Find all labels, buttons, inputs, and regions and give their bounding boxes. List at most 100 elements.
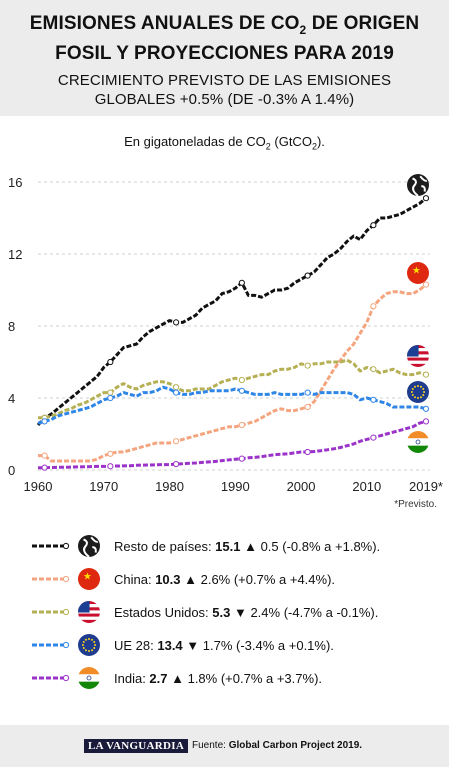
data-point: [370, 434, 377, 441]
data-point: [107, 389, 114, 396]
legend-text: UE 28: 13.4 ▼ 1.7% (-3.4% a +0.1%).: [114, 638, 334, 653]
source-value: Global Carbon Project 2019.: [228, 740, 363, 751]
legend-point: [62, 575, 70, 583]
india-flag-icon: [407, 431, 429, 453]
data-point: [370, 396, 377, 403]
legend-swatch: ★: [32, 568, 100, 590]
flag-star: [94, 644, 97, 646]
flag-star: [422, 387, 425, 390]
subtitle-line-1: CRECIMIENTO PREVISTO DE LAS EMISIONES: [57, 71, 392, 89]
series-line-usa-flag: [38, 358, 427, 420]
stripe: [407, 360, 429, 364]
data-point: [238, 455, 245, 462]
units-part: (GtCO: [270, 134, 312, 149]
legend-point: [62, 542, 70, 550]
chakra: [86, 675, 92, 681]
legend-text: Resto de países: 15.1 ▲ 0.5 (-0.8% a +1.…: [114, 539, 380, 554]
legend-text: India: 2.7 ▲ 1.8% (+0.7% a +3.7%).: [114, 671, 322, 686]
data-point: [173, 384, 180, 391]
series-line-india-flag: [37, 419, 427, 470]
flag-star: [420, 396, 423, 399]
data-point: [238, 387, 245, 394]
title-part: EMISIONES ANUALES DE CO: [29, 13, 300, 34]
globe-icon: [78, 535, 100, 558]
flag-bands: [407, 431, 429, 453]
flag-star: [84, 638, 87, 641]
y-tick-label: 0: [8, 463, 15, 478]
data-point: [107, 358, 114, 366]
flag-star: [84, 649, 87, 652]
legend: Resto de países: 15.1 ▲ 0.5 (-0.8% a +1.…: [30, 530, 440, 695]
flag-star: [417, 384, 419, 387]
flag-star: [93, 647, 96, 650]
legend-value: 10.3: [155, 572, 181, 587]
legend-swatch: [32, 601, 100, 623]
usa-flag-icon: [78, 601, 100, 623]
legend-item: ★ China: 10.3 ▲ 2.6% (+0.7% a +4.4%).: [30, 563, 440, 596]
band: [78, 681, 100, 689]
units-sub: 2: [311, 141, 317, 152]
flag-star: [420, 385, 423, 388]
data-point: [107, 463, 114, 470]
flag-star: [423, 391, 426, 393]
flag-star: [422, 394, 425, 397]
source-label: Fuente:: [192, 740, 226, 751]
data-point: [422, 405, 430, 412]
data-point: [304, 403, 311, 411]
flag-star: [417, 397, 419, 400]
legend-arrow: ▲: [180, 572, 201, 587]
units-part: ).: [316, 134, 325, 149]
legend-item: Resto de países: 15.1 ▲ 0.5 (-0.8% a +1.…: [30, 530, 440, 563]
flag-star: [88, 637, 90, 640]
subtitle-line-2: GLOBALES +0.5% (DE -0.3% A 1.4%): [94, 90, 355, 108]
legend-swatch: [32, 535, 100, 558]
globe-lines: [412, 175, 428, 197]
flag-star: [413, 396, 416, 399]
source-note: Fuente: Global Carbon Project 2019.: [192, 740, 362, 751]
line-chart: 0 4 8 12 16 1960 1970 1980 1990 2000 2010 2019* *Pre…: [8, 174, 443, 510]
flag-star: [82, 640, 85, 643]
legend-value: 13.4: [157, 638, 183, 653]
x-tick-label: 2019*: [409, 479, 443, 494]
x-tick-label: 1980: [155, 479, 184, 494]
legend-point: [62, 641, 70, 649]
data-point: [238, 421, 245, 429]
x-tick-label: 1970: [89, 479, 118, 494]
title-part: DE ORIGEN: [306, 13, 420, 34]
band: [407, 431, 429, 439]
data-point: [41, 464, 48, 471]
legend-label: UE 28:: [114, 638, 158, 653]
legend-item: UE 28: 13.4 ▼ 1.7% (-3.4% a +0.1%).: [30, 629, 440, 662]
usa-flag-icon: [407, 345, 429, 367]
legend-label: Estados Unidos:: [114, 605, 213, 620]
header: EMISIONES ANUALES DE CO2 DE ORIGEN FOSIL…: [0, 0, 449, 116]
x-tick-label: 1990: [221, 479, 250, 494]
legend-label: Resto de países:: [114, 539, 216, 554]
data-point: [422, 371, 430, 378]
flag-star: [91, 638, 94, 641]
x-tick-label: 2000: [287, 479, 316, 494]
flag-star: [411, 387, 414, 390]
legend-arrow: ▼: [230, 605, 251, 620]
flag-bands: [78, 667, 100, 689]
stripe: [407, 363, 429, 367]
globe-body: [407, 174, 429, 196]
flag-star: [413, 385, 416, 388]
flag-star: ★: [412, 266, 421, 277]
flag-star: [93, 640, 96, 643]
legend-point: [62, 674, 70, 682]
data-point: [107, 394, 114, 402]
data-point: [370, 222, 377, 229]
legend-change: 2.6% (+0.7% a +4.4%).: [200, 572, 336, 587]
legend-change: 1.7% (-3.4% a +0.1%).: [202, 638, 334, 653]
flag-star: [81, 644, 84, 646]
flag-body: [407, 262, 429, 284]
data-point: [173, 460, 180, 468]
legend-change: 2.4% (-4.7% a -0.1%).: [250, 605, 379, 620]
legend-value: 15.1: [215, 539, 241, 554]
chart-subtitle: CRECIMIENTO PREVISTO DE LAS EMISIONES GL…: [0, 71, 449, 109]
data-point: [422, 281, 430, 288]
title-subscript: 2: [299, 22, 307, 37]
series-line-eu-flag: [37, 385, 427, 425]
flag-body: [407, 381, 429, 403]
